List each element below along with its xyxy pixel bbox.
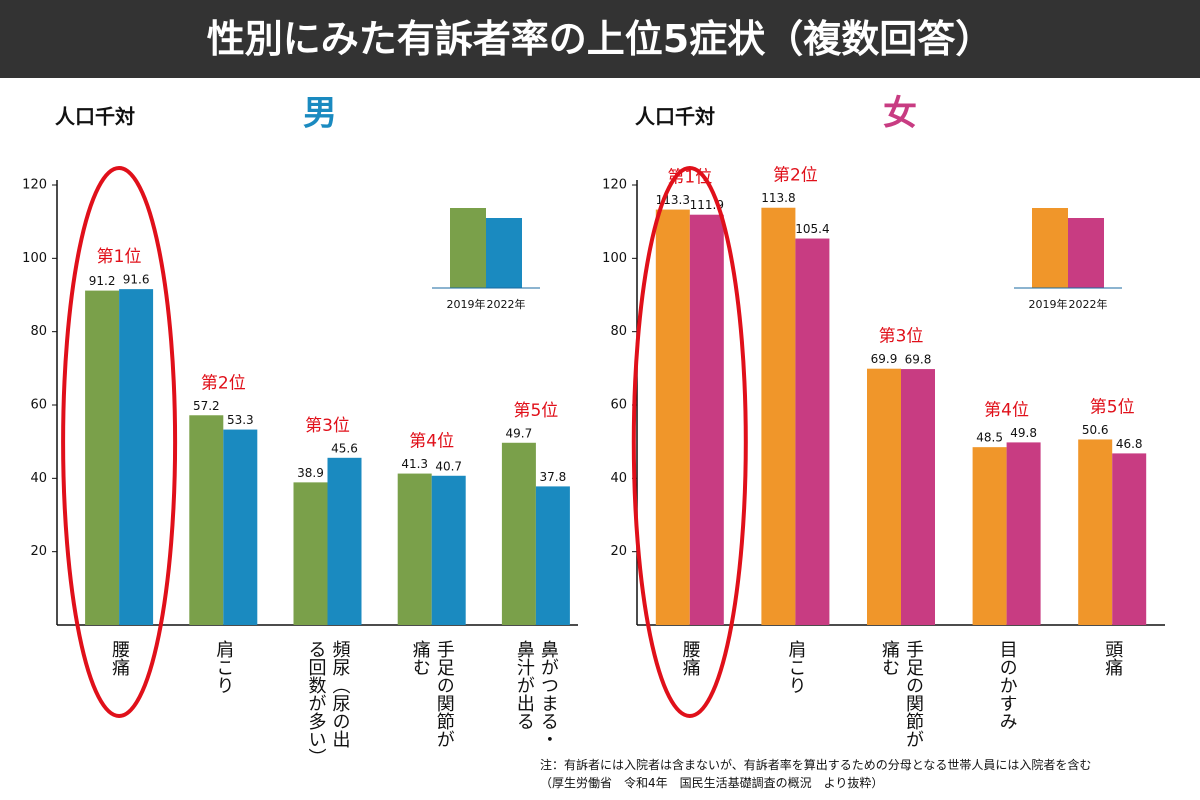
legend-label: 2022年 <box>487 297 526 311</box>
rank-label: 第5位 <box>513 401 558 421</box>
highlight <box>631 166 748 718</box>
note: （厚生労働省 令和4年 国民生活基礎調査の概況 より抜粋） <box>540 776 884 790</box>
bar <box>901 369 935 625</box>
y-tick-label: 20 <box>30 544 47 559</box>
rank-label: 第4位 <box>409 432 454 452</box>
value-label: 41.3 <box>401 457 428 471</box>
value-label: 91.6 <box>123 273 150 287</box>
bar <box>689 214 724 625</box>
value-label: 57.2 <box>193 399 220 413</box>
rank-label: 第2位 <box>201 373 246 393</box>
bar <box>223 429 258 625</box>
chart-title: 男 <box>303 94 337 134</box>
bar <box>1006 442 1041 625</box>
value-label: 69.8 <box>905 353 932 367</box>
x-tick-label: 目のかすみ <box>996 640 1018 730</box>
rank-label: 第5位 <box>1090 397 1135 417</box>
value-label: 40.7 <box>435 459 462 473</box>
y-tick-label: 120 <box>22 178 47 193</box>
y-tick-label: 80 <box>610 324 627 339</box>
bar <box>972 447 1007 625</box>
bar <box>867 368 901 625</box>
value-label: 49.8 <box>1010 426 1037 440</box>
value-label: 53.3 <box>227 413 254 427</box>
y-axis-label: 人口千対 <box>55 105 135 129</box>
legend-label: 2022年 <box>1069 297 1108 311</box>
bar <box>501 442 536 625</box>
y-axis-label: 人口千対 <box>635 105 715 129</box>
legend-swatch <box>1032 208 1068 288</box>
x-tick-label: 頭痛 <box>1102 640 1124 676</box>
legend-swatch <box>486 218 522 288</box>
chart-title: 女 <box>883 94 917 134</box>
note: 注：有訴者には入院者は含まないが、有訴者率を算出するための分母となる世帯人員には… <box>540 758 1092 772</box>
value-label: 37.8 <box>540 470 567 484</box>
x-tick-label: 鼻がつまる・鼻汁が出る <box>513 640 559 748</box>
rank-label: 第3位 <box>305 416 350 436</box>
rank-label: 第1位 <box>97 247 142 267</box>
x-tick-label: 肩こり <box>213 640 235 694</box>
x-tick-label: 腰痛 <box>679 640 701 676</box>
y-tick-label: 100 <box>22 251 47 266</box>
y-tick-label: 60 <box>610 398 627 413</box>
value-label: 46.8 <box>1116 437 1143 451</box>
bar <box>293 482 328 625</box>
x-tick-label: 肩こり <box>785 640 807 694</box>
value-label: 105.4 <box>795 222 829 236</box>
y-tick-label: 60 <box>30 398 47 413</box>
bar <box>535 486 570 625</box>
bar <box>397 473 432 625</box>
bar <box>119 289 154 625</box>
legend-swatch <box>1068 218 1104 288</box>
bar <box>655 209 690 626</box>
bar <box>1112 453 1147 625</box>
rank-label: 第4位 <box>984 400 1029 420</box>
bar <box>431 475 466 625</box>
value-label: 91.2 <box>89 274 116 288</box>
value-label: 48.5 <box>976 431 1003 445</box>
value-label: 49.7 <box>506 426 533 440</box>
value-label: 113.8 <box>761 191 795 205</box>
highlight <box>61 166 178 718</box>
y-tick-label: 20 <box>610 544 627 559</box>
legend-label: 2019年 <box>447 297 486 311</box>
rank-label: 第3位 <box>879 327 924 347</box>
legend-swatch <box>450 208 486 288</box>
value-label: 38.9 <box>297 466 324 480</box>
y-tick-label: 40 <box>30 471 47 486</box>
y-tick-label: 120 <box>602 178 627 193</box>
x-tick-label: 頻尿（尿の出る回数が多い） <box>305 640 351 766</box>
bar <box>327 457 362 625</box>
bar <box>189 415 224 625</box>
x-tick-label: 腰痛 <box>109 640 131 676</box>
value-label: 50.6 <box>1082 423 1109 437</box>
y-tick-label: 100 <box>602 251 627 266</box>
page-title: 性別にみた有訴者率の上位5症状（複数回答） <box>0 0 1200 78</box>
legend-label: 2019年 <box>1029 297 1068 311</box>
x-tick-label: 手足の関節が痛む <box>409 640 455 748</box>
y-tick-label: 40 <box>610 471 627 486</box>
bar <box>1078 439 1113 625</box>
bar <box>761 207 796 625</box>
y-tick-label: 80 <box>30 324 47 339</box>
value-label: 69.9 <box>871 352 898 366</box>
x-tick-label: 手足の関節が痛む <box>879 640 924 748</box>
rank-label: 第2位 <box>773 166 818 186</box>
bar <box>795 238 830 626</box>
bar <box>85 290 120 625</box>
value-label: 45.6 <box>331 441 358 455</box>
